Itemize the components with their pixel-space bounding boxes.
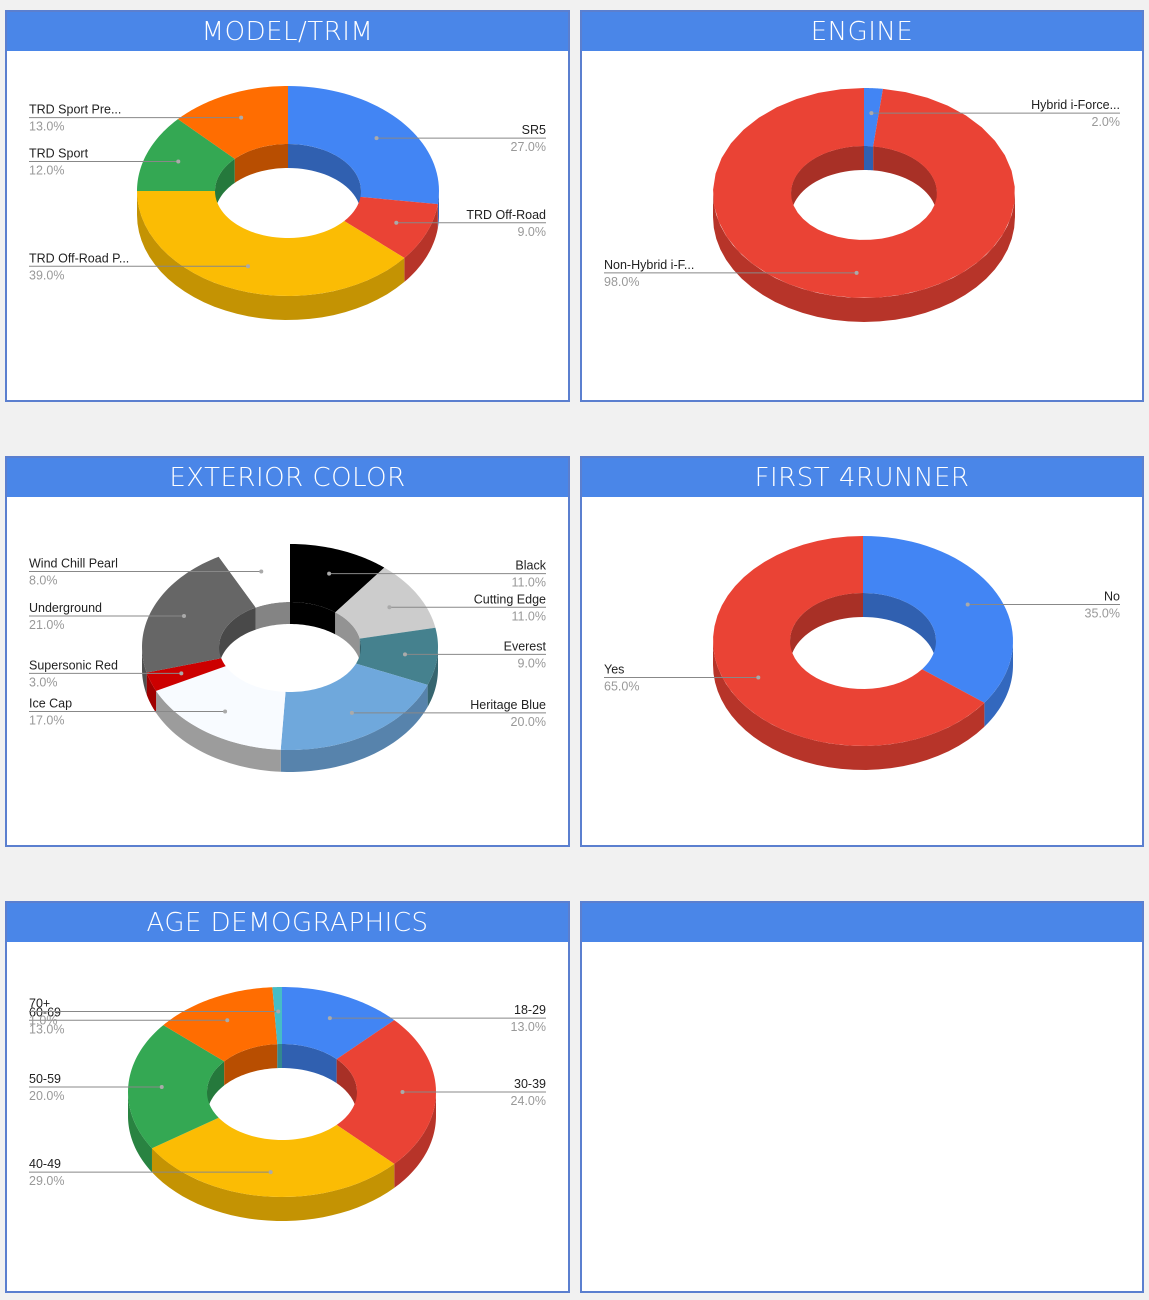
legend-label: SR5 — [522, 123, 546, 137]
donut-chart-age-demographics[interactable]: 18-29 13.0% 30-39 24.0% 40-49 29.0% 50-59 20.0%… — [7, 942, 568, 1291]
slice-supersonic-red[interactable] — [146, 658, 226, 691]
legend-percent: 13.0% — [29, 120, 64, 134]
legend-label: Ice Cap — [29, 697, 72, 711]
slice-hybrid-i-force-[interactable] — [864, 88, 883, 147]
legend-label: Black — [515, 559, 546, 573]
legend-percent: 35.0% — [1085, 606, 1120, 620]
panel-title: EXTERIOR COLOR — [7, 458, 568, 497]
slice-heritage-blue[interactable] — [280, 663, 428, 750]
donut-chart-engine[interactable]: Hybrid i-Force... 2.0% Non-Hybrid i-F... 98… — [582, 51, 1142, 400]
slice-trd-off-road[interactable] — [344, 196, 438, 258]
legend-label: Everest — [504, 639, 547, 653]
panel-title: FIRST 4RUNNER — [582, 458, 1142, 497]
legend-percent: 20.0% — [511, 715, 546, 729]
legend-label: 60-69 — [29, 1005, 61, 1019]
legend-label: 30-39 — [514, 1077, 546, 1091]
slice-cutting-edge[interactable] — [335, 567, 436, 639]
legend-percent: 12.0% — [29, 164, 64, 178]
slice-40-49[interactable] — [151, 1117, 395, 1197]
legend-percent: 1.0% — [29, 1014, 58, 1028]
legend-percent: 20.0% — [29, 1089, 64, 1103]
legend-label: 50-59 — [29, 1072, 61, 1086]
slice-black[interactable] — [290, 544, 385, 613]
slice-no[interactable] — [863, 536, 1013, 703]
slice-50-59[interactable] — [128, 1025, 225, 1149]
donut-chart-model-trim[interactable]: SR5 27.0% TRD Off-Road 9.0% TRD Off-Road P..… — [7, 51, 568, 400]
slice-18-29[interactable] — [282, 987, 395, 1060]
slice-everest[interactable] — [356, 627, 438, 685]
legend-label: 70+ — [29, 997, 50, 1011]
slice-trd-sport[interactable] — [137, 119, 235, 191]
legend-label: Cutting Edge — [474, 592, 546, 606]
panel-empty — [580, 901, 1144, 1293]
slice-wind-chill-pearl[interactable] — [218, 544, 290, 608]
legend-label: Yes — [604, 663, 624, 677]
donut-chart-exterior-color[interactable]: Black 11.0% Cutting Edge 11.0% Everest 9.0% He… — [7, 497, 568, 845]
legend-percent: 17.0% — [29, 714, 64, 728]
legend-label: Hybrid i-Force... — [1031, 98, 1120, 112]
panel-engine: ENGINE Hybrid i-Force... 2.0% Non-Hybrid i… — [580, 10, 1144, 402]
donut-chart-first-4runner[interactable]: No 35.0% Yes 65.0% — [582, 497, 1142, 845]
legend-percent: 2.0% — [1092, 115, 1121, 129]
legend-label: Non-Hybrid i-F... — [604, 258, 694, 272]
legend-label: Heritage Blue — [470, 698, 546, 712]
legend-percent: 13.0% — [511, 1020, 546, 1034]
legend-percent: 27.0% — [511, 140, 546, 154]
slice-70-[interactable] — [272, 987, 282, 1045]
legend-label: Underground — [29, 601, 102, 615]
panel-exterior-color: EXTERIOR COLOR Black 11.0% Cutting Edge 11.… — [5, 456, 570, 847]
legend-label: Supersonic Red — [29, 658, 118, 672]
legend-label: 18-29 — [514, 1003, 546, 1017]
legend-percent: 13.0% — [29, 1022, 64, 1036]
panel-title: MODEL/TRIM — [7, 12, 568, 51]
legend-label: TRD Sport Pre... — [29, 103, 121, 117]
slice-trd-sport-pre-[interactable] — [177, 86, 288, 159]
legend-label: TRD Off-Road — [466, 208, 546, 222]
legend-percent: 11.0% — [511, 609, 546, 623]
slice-ice-cap[interactable] — [156, 666, 286, 750]
panel-first-4runner: FIRST 4RUNNER No 35.0% Yes 65.0% — [580, 456, 1144, 847]
panel-title: ENGINE — [582, 12, 1142, 51]
legend-percent: 11.0% — [511, 576, 546, 590]
legend-percent: 9.0% — [518, 656, 547, 670]
slice-30-39[interactable] — [336, 1020, 436, 1164]
slice-non-hybrid-i-f-[interactable] — [713, 88, 1015, 298]
legend-label: TRD Off-Road P... — [29, 251, 129, 265]
slice-60-69[interactable] — [163, 987, 278, 1062]
slice-underground[interactable] — [142, 556, 256, 673]
legend-percent: 24.0% — [511, 1094, 546, 1108]
panel-model-trim: MODEL/TRIM SR5 27.0% TRD Off-Road 9.0% TRD O… — [5, 10, 570, 402]
legend-label: Wind Chill Pearl — [29, 556, 118, 570]
legend-percent: 9.0% — [518, 225, 547, 239]
legend-percent: 8.0% — [29, 573, 58, 587]
slice-trd-off-road-p-[interactable] — [137, 191, 405, 296]
slice-yes[interactable] — [713, 536, 985, 746]
legend-label: TRD Sport — [29, 147, 89, 161]
panel-age-demographics: AGE DEMOGRAPHICS 18-29 13.0% 30-39 24.0% 40-… — [5, 901, 570, 1293]
legend-percent: 21.0% — [29, 618, 64, 632]
legend-percent: 39.0% — [29, 268, 64, 282]
slice-sr5[interactable] — [288, 86, 439, 205]
legend-label: No — [1104, 589, 1120, 603]
panel-title: AGE DEMOGRAPHICS — [7, 903, 568, 942]
legend-percent: 65.0% — [604, 680, 639, 694]
legend-percent: 98.0% — [604, 275, 639, 289]
panel-title — [582, 903, 1142, 942]
legend-percent: 3.0% — [29, 675, 58, 689]
legend-percent: 29.0% — [29, 1174, 64, 1188]
legend-label: 40-49 — [29, 1157, 61, 1171]
